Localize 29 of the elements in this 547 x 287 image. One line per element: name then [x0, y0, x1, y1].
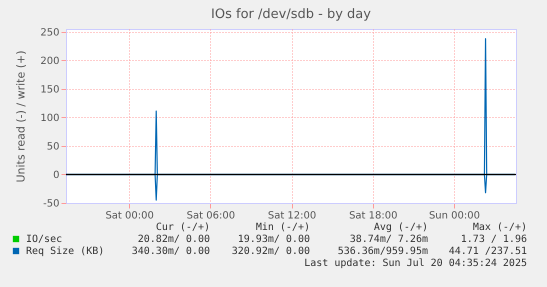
text: Cur (-/+) [156, 222, 210, 233]
y-tick-label: 200 [40, 56, 60, 67]
text: 536.36m/959.95m [338, 246, 428, 257]
text: 340.30m/ 0.00 [132, 246, 210, 257]
text: 44.71 /237.51 [448, 246, 527, 257]
text: Min (-/+) [256, 222, 310, 233]
y-tick-label: -50 [43, 198, 60, 210]
y-tick-label: 0 [53, 170, 60, 181]
text: 38.74m/ 7.26m [350, 234, 428, 245]
text: Avg (-/+) [374, 222, 428, 233]
x-tick-label: Sat 18:00 [349, 210, 398, 222]
text: 19.93m/ 0.00 [238, 234, 310, 245]
y-tick-label: 150 [40, 84, 60, 96]
x-tick-label: Sat 06:00 [186, 210, 236, 222]
text: 320.92m/ 0.00 [232, 246, 310, 257]
text: Last update: Sun Jul 20 04:35:24 2025 [304, 258, 527, 269]
y-axis-title: Units read (-) / write (+) [14, 50, 28, 183]
x-tick-label: Sun 00:00 [428, 210, 480, 222]
legend-label: Req Size (KB) [26, 246, 104, 257]
y-tick-label: 100 [40, 112, 60, 124]
x-tick-label: Sat 12:00 [268, 210, 316, 222]
legend-label: IO/sec [26, 234, 62, 245]
chart-title: IOs for /dev/sdb - by day [211, 6, 372, 22]
x-tick-label: Sat 00:00 [105, 210, 154, 222]
y-tick-label: 50 [46, 141, 60, 152]
text: 20.82m/ 0.00 [138, 234, 210, 245]
text: Max (-/+) [472, 222, 527, 233]
y-tick-label: 250 [40, 27, 60, 38]
text: 1.73 / 1.96 [460, 234, 527, 245]
